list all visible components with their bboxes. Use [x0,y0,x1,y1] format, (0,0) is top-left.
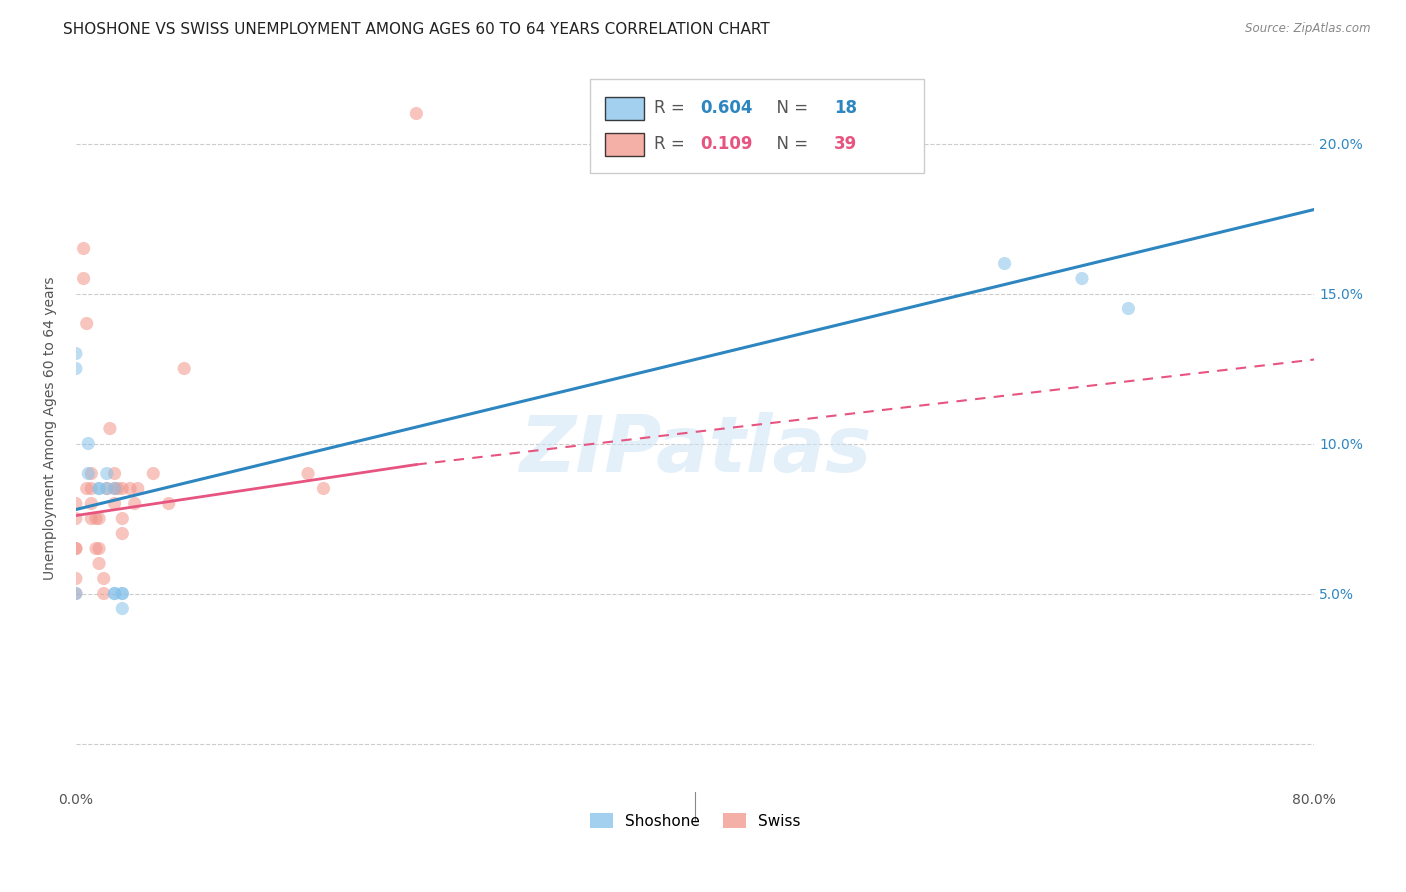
Point [103,482,125,496]
Point [80,511,103,525]
Point [87,482,110,496]
Point [111,511,134,525]
Point [103,482,125,496]
Point [76,317,98,331]
Point [93,586,115,600]
Text: ZIPatlas: ZIPatlas [519,412,872,488]
Point [77,436,100,450]
Point [173,361,195,376]
Point [87,557,110,571]
Point [157,496,180,510]
Point [84,541,107,556]
Point [96,482,118,496]
Text: 18: 18 [834,99,856,117]
Point [111,526,134,541]
Point [993,256,1015,270]
Point [1118,301,1140,316]
Text: N =: N = [766,99,813,117]
Point [111,586,134,600]
Point [103,586,125,600]
Point [65,541,87,556]
Point [65,496,87,510]
Text: 39: 39 [834,135,856,153]
Point [72,242,94,256]
Point [1071,271,1094,285]
Text: 0.604: 0.604 [700,99,752,117]
Point [65,572,87,586]
FancyBboxPatch shape [605,133,644,155]
Point [84,511,107,525]
Point [76,482,98,496]
Point [65,346,87,360]
Point [98,421,121,435]
Point [87,511,110,525]
Text: N =: N = [766,135,813,153]
Point [118,482,141,496]
Point [297,467,319,481]
Point [103,496,125,510]
Point [142,467,165,481]
Point [80,482,103,496]
Point [111,586,134,600]
Point [127,482,149,496]
Point [111,482,134,496]
Text: R =: R = [654,99,690,117]
Point [80,467,103,481]
Point [65,541,87,556]
Point [107,482,129,496]
Point [77,467,100,481]
FancyBboxPatch shape [605,96,644,120]
Point [103,586,125,600]
Point [80,496,103,510]
Point [96,467,118,481]
Point [65,586,87,600]
Text: 0.109: 0.109 [700,135,752,153]
Text: R =: R = [654,135,690,153]
Point [65,586,87,600]
Point [72,271,94,285]
FancyBboxPatch shape [589,79,924,173]
Point [65,361,87,376]
Point [87,541,110,556]
Point [103,467,125,481]
Point [111,601,134,615]
Y-axis label: Unemployment Among Ages 60 to 64 years: Unemployment Among Ages 60 to 64 years [44,277,58,581]
Text: SHOSHONE VS SWISS UNEMPLOYMENT AMONG AGES 60 TO 64 YEARS CORRELATION CHART: SHOSHONE VS SWISS UNEMPLOYMENT AMONG AGE… [63,22,770,37]
Text: Source: ZipAtlas.com: Source: ZipAtlas.com [1246,22,1371,36]
Point [93,572,115,586]
Legend: Shoshone, Swiss: Shoshone, Swiss [583,806,807,835]
Point [405,106,427,120]
Point [96,482,118,496]
Point [312,482,335,496]
Point [65,511,87,525]
Point [87,482,110,496]
Point [124,496,146,510]
